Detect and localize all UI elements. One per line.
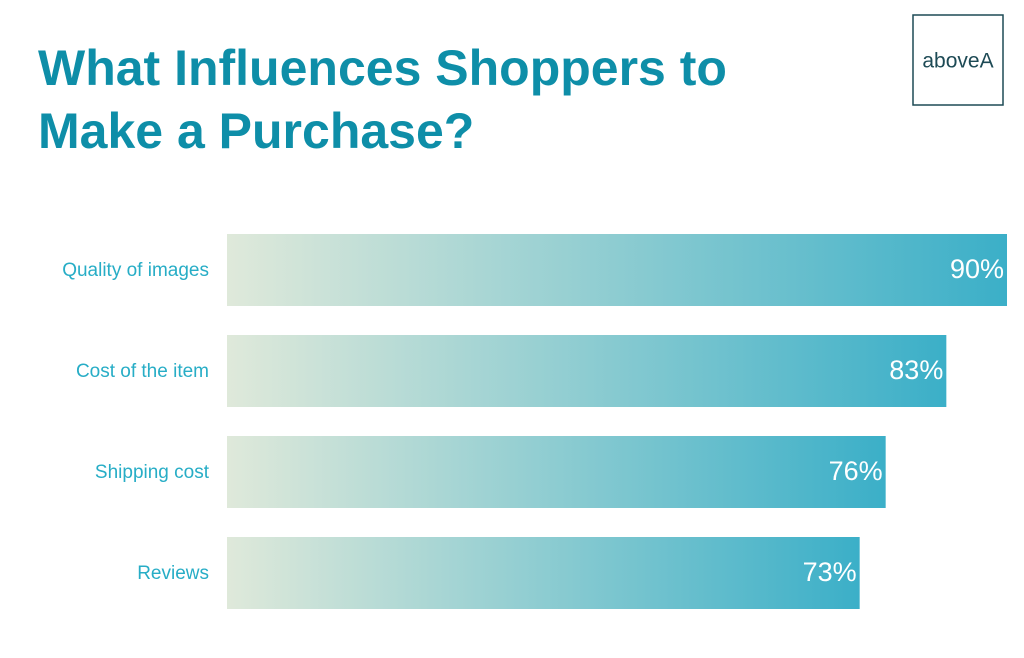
bar — [227, 335, 947, 407]
category-label: Shipping cost — [95, 462, 210, 483]
bar — [227, 436, 886, 508]
category-label: Cost of the item — [76, 361, 209, 382]
bar — [227, 234, 1007, 306]
bar — [227, 537, 860, 609]
category-label: Reviews — [137, 563, 209, 584]
chart-title: Make a Purchase? — [38, 103, 474, 159]
category-label: Quality of images — [62, 260, 209, 281]
value-label: 76% — [829, 456, 883, 486]
value-label: 90% — [950, 254, 1004, 284]
logo: aboveA — [922, 50, 993, 73]
value-label: 83% — [889, 355, 943, 385]
logo-frame — [912, 14, 1004, 106]
chart-title: What Influences Shoppers to — [38, 40, 727, 96]
value-label: 73% — [803, 557, 857, 587]
